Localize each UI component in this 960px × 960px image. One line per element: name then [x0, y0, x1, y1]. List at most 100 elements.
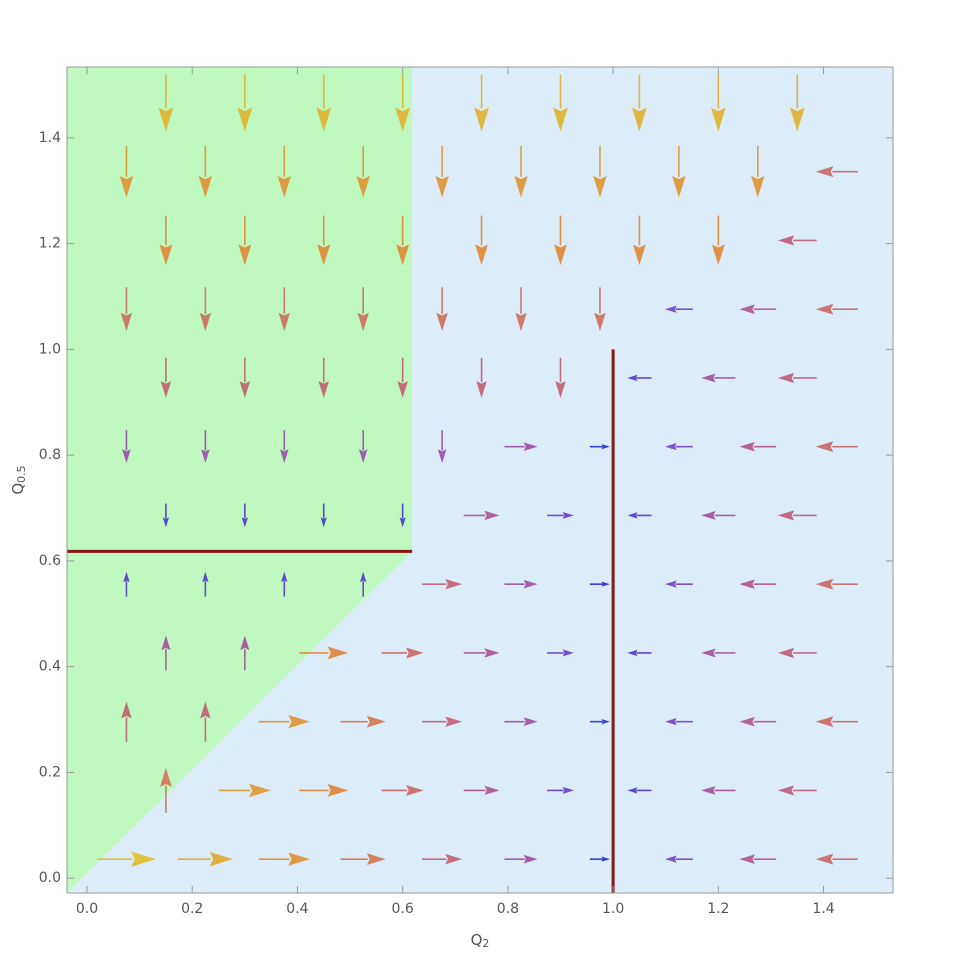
arrow	[218, 783, 271, 798]
arrow-head	[161, 635, 171, 651]
arrow-head	[158, 107, 174, 132]
arrow	[396, 215, 410, 266]
arrow-head	[475, 244, 489, 266]
y-tick-label: 1.2	[39, 236, 61, 252]
arrow	[474, 74, 490, 132]
arrow	[710, 74, 726, 132]
arrow	[553, 74, 568, 132]
arrow	[739, 441, 777, 452]
arrow	[515, 287, 527, 332]
arrow	[701, 648, 736, 658]
arrow-head	[664, 305, 677, 313]
arrow-head	[476, 381, 487, 399]
arrow	[664, 855, 693, 863]
arrow	[359, 571, 367, 597]
arrow	[320, 503, 327, 528]
arrow-head	[701, 373, 716, 383]
arrow-head	[739, 304, 755, 314]
arrow	[547, 786, 574, 794]
arrow	[161, 635, 171, 671]
arrow-head	[664, 855, 677, 863]
arrow	[437, 430, 447, 464]
arrow-head	[777, 235, 795, 246]
arrow	[318, 357, 329, 399]
arrow-head	[199, 312, 212, 332]
arrow	[258, 715, 310, 729]
arrow	[237, 74, 253, 132]
arrow-head	[288, 852, 310, 866]
arrow-head	[815, 578, 834, 590]
arrow-head	[515, 312, 527, 332]
arrow-head	[523, 717, 538, 726]
x-tick-label: 0.2	[181, 901, 203, 917]
arrow	[701, 510, 736, 520]
arrow	[277, 145, 292, 198]
arrow	[238, 215, 252, 266]
arrow	[239, 357, 251, 399]
arrow	[711, 215, 725, 266]
x-label-main: Q	[471, 931, 483, 949]
arrow-head	[777, 510, 795, 521]
arrow-head	[523, 442, 538, 451]
arrow-head	[198, 175, 213, 198]
arrow	[777, 372, 817, 384]
arrow-head	[739, 579, 755, 589]
arrow	[358, 430, 368, 464]
y-label-sub: 0.5	[15, 465, 28, 483]
arrow-head	[815, 166, 834, 178]
arrow-head	[160, 381, 172, 399]
arrow	[789, 74, 805, 132]
region	[67, 67, 413, 893]
arrow	[123, 571, 130, 597]
x-tick-label: 0.6	[392, 901, 414, 917]
arrow	[476, 357, 487, 399]
arrow-head	[159, 244, 173, 266]
x-tick-label: 1.0	[602, 901, 624, 917]
arrow-head	[555, 381, 566, 399]
arrow-head	[399, 517, 406, 528]
arrow-head	[248, 783, 271, 798]
arrow-head	[121, 701, 132, 719]
arrow-head	[627, 512, 638, 519]
arrow	[672, 145, 686, 198]
arrow-head	[288, 715, 310, 729]
x-tick-label: 0.8	[497, 901, 519, 917]
arrow-head	[751, 175, 765, 198]
arrow	[664, 718, 693, 726]
arrow-head	[122, 449, 131, 464]
arrow-head	[627, 374, 638, 382]
arrow-head	[359, 571, 367, 583]
arrow-head	[554, 244, 567, 266]
arrow	[631, 74, 647, 132]
y-tick-label: 1.4	[39, 130, 61, 146]
arrow-head	[445, 853, 463, 865]
arrow-head	[474, 107, 490, 132]
arrow	[547, 649, 574, 657]
arrow-head	[318, 381, 329, 399]
arrow-head	[777, 647, 795, 658]
y-label-main: Q	[9, 483, 27, 495]
arrow-head	[436, 312, 448, 332]
arrow	[514, 145, 528, 198]
arrow	[299, 646, 349, 660]
arrow-head	[238, 244, 252, 266]
arrow	[504, 579, 538, 589]
arrow	[381, 784, 424, 796]
arrow	[162, 503, 170, 528]
arrow	[627, 787, 652, 794]
arrow-head	[777, 372, 795, 384]
arrow-head	[601, 444, 610, 450]
arrow	[280, 430, 289, 464]
arrow-head	[631, 107, 647, 132]
y-axis-label: Q0.5	[9, 465, 29, 494]
arrow	[664, 443, 693, 451]
arrow-head	[209, 851, 233, 867]
arrow	[664, 305, 693, 313]
arrow-head	[672, 175, 686, 198]
arrow	[158, 74, 174, 132]
arrow	[435, 145, 449, 198]
arrow	[701, 785, 736, 795]
arrow-head	[396, 244, 410, 266]
arrow-head	[445, 716, 463, 727]
arrow-head	[281, 571, 288, 583]
